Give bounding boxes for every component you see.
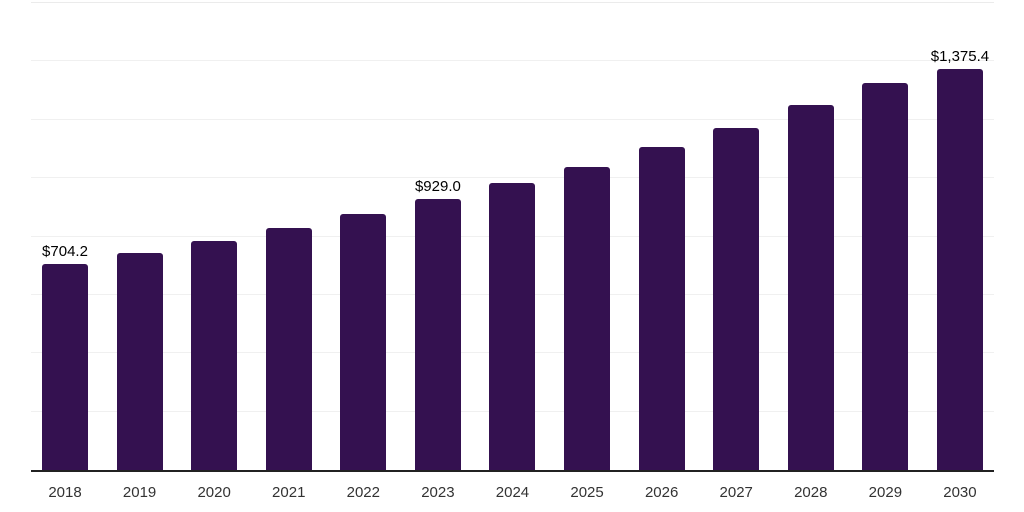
x-tick-label-2022: 2022	[346, 484, 380, 501]
bar-2029	[862, 83, 909, 470]
gridline-1600	[31, 2, 994, 3]
bar-slot-2019	[116, 252, 163, 470]
bar-2024	[489, 183, 536, 470]
gridline-1000	[31, 177, 994, 179]
bar-slot-2028	[787, 105, 834, 470]
bar-2030	[936, 68, 983, 470]
x-tick-label-2029: 2029	[868, 484, 903, 501]
bar-2025	[564, 166, 611, 470]
bar-slot-2024	[489, 183, 536, 470]
bar-slot-2025	[564, 166, 611, 470]
bar-2021	[265, 227, 312, 470]
bar-2019	[116, 252, 163, 470]
bar-2027	[713, 128, 760, 470]
bar-value-label-2030: $1,375.4	[930, 47, 990, 65]
bar-2023	[414, 198, 461, 470]
x-tick-label-2018: 2018	[48, 484, 82, 501]
bar-2018	[42, 264, 88, 470]
x-axis-labels: 2018 2019 2020 2021 2022 2023 2024 2025 2026 2027…	[31, 484, 994, 501]
bar-slot-2026	[638, 147, 685, 470]
x-axis-line	[31, 470, 994, 472]
x-tick-label-2021: 2021	[272, 484, 306, 501]
bar-slot-2027	[713, 128, 760, 470]
bar-2022	[340, 213, 387, 470]
x-tick-label-2024: 2024	[495, 484, 530, 501]
gridline-1200	[31, 118, 994, 120]
bar-slot-2029	[862, 83, 909, 470]
bar-slot-2030: $1,375.4	[931, 49, 989, 470]
bar-2026	[638, 147, 685, 470]
gridline-1400	[31, 60, 994, 62]
bar-value-label-2023: $929.0	[414, 177, 461, 195]
bar-value-label-2018: $704.2	[42, 243, 88, 261]
bar-slot-2023: $929.0	[414, 179, 461, 470]
x-tick-label-2020: 2020	[197, 484, 231, 501]
bar-slot-2022	[340, 213, 387, 470]
x-tick-label-2026: 2026	[644, 484, 679, 501]
bar-slot-2018: $704.2	[42, 244, 88, 470]
x-tick-label-2019: 2019	[122, 484, 157, 501]
x-tick-label-2025: 2025	[570, 484, 604, 501]
x-tick-label-2030: 2030	[943, 484, 977, 501]
bar-2020	[191, 241, 238, 470]
bar-2028	[787, 105, 834, 470]
x-tick-label-2028: 2028	[794, 484, 828, 501]
bar-slot-2020	[191, 241, 238, 470]
x-tick-label-2023: 2023	[421, 484, 455, 501]
bar-slot-2021	[265, 227, 312, 470]
bars-container: $704.2 $929.0 $1,375.4	[31, 3, 994, 470]
plot-area: $704.2 $929.0 $1,375.4	[31, 2, 994, 470]
x-tick-label-2027: 2027	[719, 484, 753, 501]
